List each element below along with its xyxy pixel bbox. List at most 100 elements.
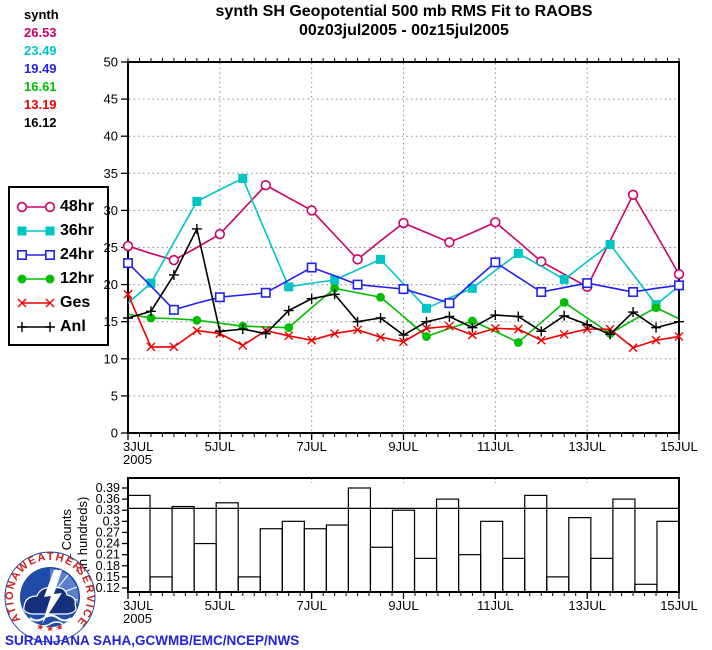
counts-y-tick-label: 0.21 <box>96 548 120 562</box>
counts-x-tick-label: 15JUL <box>660 598 698 613</box>
y-tick-label: 35 <box>104 166 118 181</box>
count-bar <box>612 498 636 593</box>
counts-y-tick-label: 0.18 <box>96 559 120 573</box>
x-tick-label: 13JUL <box>568 439 606 454</box>
count-bar <box>568 517 592 593</box>
legend-item-ges: Ges <box>15 291 105 315</box>
y-tick-label: 25 <box>104 240 118 255</box>
legend-marker-36hr <box>17 226 55 236</box>
x-tick-label: 11JUL <box>477 439 514 454</box>
y-tick-label: 45 <box>104 92 118 107</box>
counts-x-tick-label: 13JUL <box>568 598 606 613</box>
series-line-anl <box>127 226 680 337</box>
series-mean-stats: synth 26.53 23.49 19.49 16.61 13.19 16.12 <box>24 6 59 132</box>
count-bar <box>435 498 460 593</box>
counts-y-tick-label: 0.36 <box>96 492 120 506</box>
counts-bars <box>127 487 680 593</box>
x-tick-label: 5JUL <box>205 439 235 454</box>
counts-x-tick-label: 9JUL <box>388 598 418 613</box>
attribution-text: SURANJANA SAHA,GCWMB/EMC/NCEP/NWS <box>5 633 300 648</box>
y-tick-label: 40 <box>104 129 118 144</box>
legend-marker-24hr <box>16 250 55 260</box>
counts-y-tick-label: 0.24 <box>96 537 120 551</box>
legend-item-48hr: 48hr <box>15 195 105 219</box>
legend: 48hr 36hr 24hr 12hr Ges Anl <box>8 186 109 346</box>
series-36hr <box>127 173 680 313</box>
x-tick-label: 7JUL <box>296 439 326 454</box>
counts-x-tick-label: 5JUL <box>205 598 235 613</box>
legend-label: 24hr <box>60 246 94 263</box>
legend-item-24hr: 24hr <box>15 243 105 267</box>
counts-plot-border <box>127 477 680 593</box>
counts-y-tick-label: 0.12 <box>96 581 120 595</box>
counts-x-tick-label: 3JUL <box>123 598 153 613</box>
x-tick-label: 15JUL <box>660 439 698 454</box>
logo-wave-1 <box>29 614 72 622</box>
y-tick-label: 20 <box>104 277 118 292</box>
series-24hr <box>123 257 684 315</box>
count-bar <box>149 576 173 593</box>
legend-label: Ges <box>60 294 91 311</box>
series-line-36hr <box>127 177 680 310</box>
count-bar <box>413 557 438 593</box>
count-bar <box>369 546 394 593</box>
legend-label: 36hr <box>60 222 94 239</box>
y-tick-label: 50 <box>104 55 118 70</box>
chart-title-line2: 00z03jul2005 - 00z15jul2005 <box>299 22 509 39</box>
count-bar <box>502 557 526 593</box>
logo-stars: ★ ★ ★ <box>35 621 65 633</box>
count-bar <box>325 524 349 593</box>
y-tick-label: 0 <box>111 426 118 441</box>
counts-x-tick-sublabel: 2005 <box>123 611 152 626</box>
count-bar <box>480 520 504 593</box>
y-tick-label: 30 <box>104 203 118 218</box>
count-bar <box>458 554 482 593</box>
count-bar <box>303 528 327 593</box>
legend-item-12hr: 12hr <box>15 267 105 291</box>
legend-marker-48hr <box>16 201 56 213</box>
chart-title-line1: synth SH Geopotential 500 mb RMS Fit to … <box>215 3 593 20</box>
count-bar <box>259 528 283 593</box>
count-bar <box>590 557 614 593</box>
count-bar <box>171 505 195 593</box>
series-anl <box>123 223 684 341</box>
stats-mean-value: 19.49 <box>24 61 57 76</box>
counts-y-tick-label: 0.15 <box>96 570 120 584</box>
logo-lightning-bolt <box>42 570 62 624</box>
counts-y-tick-label: 0.39 <box>96 481 120 495</box>
stats-mean-value: 16.61 <box>24 79 57 94</box>
count-bar <box>127 494 151 593</box>
legend-label: 48hr <box>60 198 94 215</box>
count-bar <box>546 576 570 593</box>
legend-marker-anl <box>17 322 55 332</box>
count-bar <box>391 509 416 593</box>
count-bar <box>656 520 680 593</box>
counts-x-tick-label: 11JUL <box>477 598 514 613</box>
legend-marker-12hr <box>17 274 55 284</box>
count-bar <box>634 583 658 593</box>
legend-label: 12hr <box>60 270 94 287</box>
y-tick-label: 15 <box>104 314 118 329</box>
y-tick-label: 10 <box>104 351 118 366</box>
x-tick-label: 9JUL <box>388 439 418 454</box>
counts-x-tick-label: 7JUL <box>296 598 326 613</box>
count-bar <box>281 520 305 593</box>
legend-label: Anl <box>60 318 86 335</box>
stats-mean-value: 26.53 <box>24 25 57 40</box>
count-bar <box>347 487 372 593</box>
x-tick-sublabel: 2005 <box>123 452 152 467</box>
counts-y-tick-label: 0.33 <box>96 503 120 517</box>
legend-item-anl: Anl <box>15 315 105 339</box>
legend-item-36hr: 36hr <box>15 219 105 243</box>
count-bar <box>237 576 261 593</box>
count-bar <box>524 494 548 593</box>
counts-y-tick-label: 0.3 <box>103 514 120 528</box>
y-tick-label: 5 <box>111 388 118 403</box>
stats-mean-value: 16.12 <box>24 115 57 130</box>
nws-logo: NATIONAL WEATHER SERVICE ★ ★ ★ <box>3 550 96 643</box>
count-bar <box>215 502 239 593</box>
counts-y-tick-label: 0.27 <box>96 525 120 539</box>
